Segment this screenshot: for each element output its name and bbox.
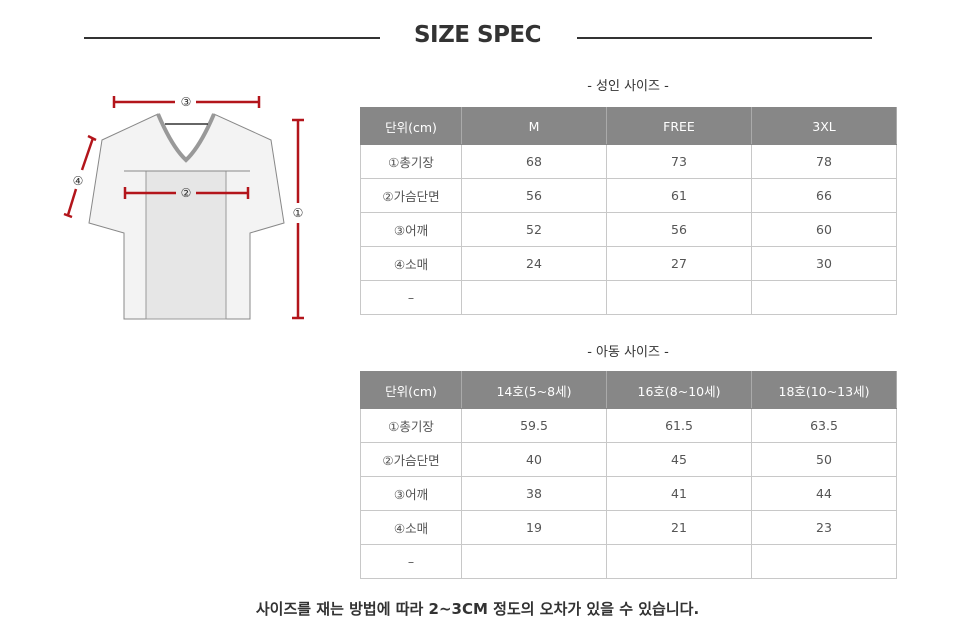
label-length: ① <box>293 206 304 220</box>
row-label: ①총기장 <box>360 144 462 179</box>
row-label: – <box>360 280 462 315</box>
cell: 66 <box>751 178 897 213</box>
label-sleeve: ④ <box>73 174 84 188</box>
table-header-row: 단위(cm) 14호(5~8세) 16호(8~10세) 18호(10~13세) <box>360 371 897 409</box>
row-label: – <box>360 544 462 579</box>
cell <box>461 544 607 579</box>
cell: 56 <box>606 212 752 247</box>
cell: 52 <box>461 212 607 247</box>
title-line-left <box>84 37 380 39</box>
footer-note: 사이즈를 재는 방법에 따라 2~3CM 정도의 오차가 있을 수 있습니다. <box>255 600 700 618</box>
cell <box>751 280 897 315</box>
cell <box>751 544 897 579</box>
row-label: ④소매 <box>360 510 462 545</box>
header-cell: 14호(5~8세) <box>461 371 607 409</box>
cell: 19 <box>461 510 607 545</box>
cell: 78 <box>751 144 897 179</box>
row-label: ③어깨 <box>360 212 462 247</box>
cell: 27 <box>606 246 752 281</box>
cell: 40 <box>461 442 607 477</box>
cell: 24 <box>461 246 607 281</box>
table-header-row: 단위(cm) M FREE 3XL <box>360 107 897 145</box>
header-cell: 16호(8~10세) <box>606 371 752 409</box>
row-label: ③어깨 <box>360 476 462 511</box>
adult-size-table: 단위(cm) M FREE 3XL ①총기장 68 73 78 ②가슴단면 56 61 66… <box>360 107 897 315</box>
table-row: ②가슴단면 40 45 50 <box>360 442 897 477</box>
cell: 23 <box>751 510 897 545</box>
header-cell: 18호(10~13세) <box>751 371 897 409</box>
row-label: ②가슴단면 <box>360 442 462 477</box>
kids-size-table: 단위(cm) 14호(5~8세) 16호(8~10세) 18호(10~13세) … <box>360 371 897 579</box>
row-label: ②가슴단면 <box>360 178 462 213</box>
cell: 41 <box>606 476 752 511</box>
header-cell: 단위(cm) <box>360 371 462 409</box>
cell: 63.5 <box>751 408 897 443</box>
cell: 38 <box>461 476 607 511</box>
cell: 73 <box>606 144 752 179</box>
table-row: ③어깨 52 56 60 <box>360 212 897 247</box>
cell: 59.5 <box>461 408 607 443</box>
header-cell: 3XL <box>751 107 897 145</box>
header-cell: FREE <box>606 107 752 145</box>
cell: 61.5 <box>606 408 752 443</box>
table-row: – <box>360 280 897 315</box>
table-row: ①총기장 68 73 78 <box>360 144 897 179</box>
row-label: ④소매 <box>360 246 462 281</box>
cell <box>606 544 752 579</box>
page-title: SIZE SPEC <box>413 22 542 48</box>
cell: 60 <box>751 212 897 247</box>
cell: 61 <box>606 178 752 213</box>
cell: 56 <box>461 178 607 213</box>
cell: 68 <box>461 144 607 179</box>
table-row: ①총기장 59.5 61.5 63.5 <box>360 408 897 443</box>
table-row: – <box>360 544 897 579</box>
shirt-diagram: ① ② ③ ④ <box>63 95 304 320</box>
adult-subtitle: - 성인 사이즈 - <box>587 79 669 94</box>
table-row: ④소매 19 21 23 <box>360 510 897 545</box>
label-chest: ② <box>181 186 192 200</box>
cell: 30 <box>751 246 897 281</box>
header-cell: M <box>461 107 607 145</box>
cell: 45 <box>606 442 752 477</box>
label-shoulder: ③ <box>181 95 192 109</box>
title-line-right <box>577 37 872 39</box>
cell <box>461 280 607 315</box>
header-cell: 단위(cm) <box>360 107 462 145</box>
kids-subtitle: - 아동 사이즈 - <box>587 345 669 360</box>
cell: 44 <box>751 476 897 511</box>
cell: 21 <box>606 510 752 545</box>
table-row: ③어깨 38 41 44 <box>360 476 897 511</box>
cell <box>606 280 752 315</box>
cell: 50 <box>751 442 897 477</box>
row-label: ①총기장 <box>360 408 462 443</box>
table-row: ②가슴단면 56 61 66 <box>360 178 897 213</box>
table-row: ④소매 24 27 30 <box>360 246 897 281</box>
